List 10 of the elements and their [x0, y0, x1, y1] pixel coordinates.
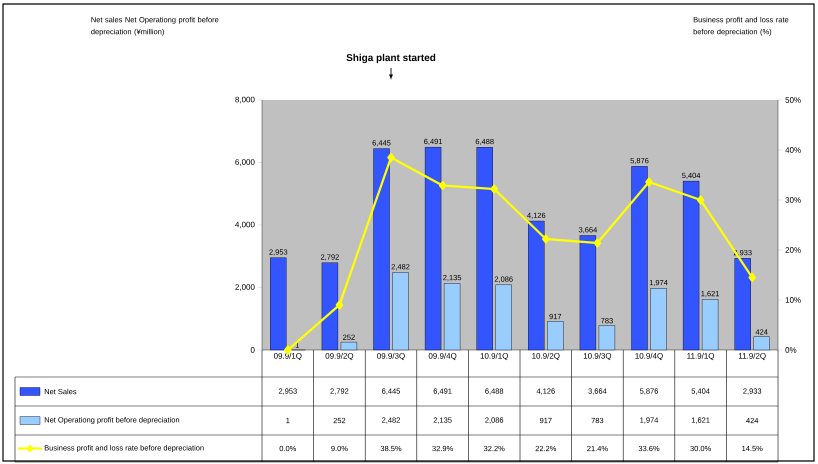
- point: [696, 195, 704, 205]
- point: [594, 238, 602, 248]
- point: [438, 180, 446, 190]
- point: [490, 184, 498, 194]
- point: [387, 152, 395, 162]
- text: Shiga plant started: [346, 54, 436, 64]
- point: [542, 234, 550, 244]
- point: [748, 272, 756, 282]
- point: [336, 300, 344, 310]
- point: [645, 177, 653, 187]
